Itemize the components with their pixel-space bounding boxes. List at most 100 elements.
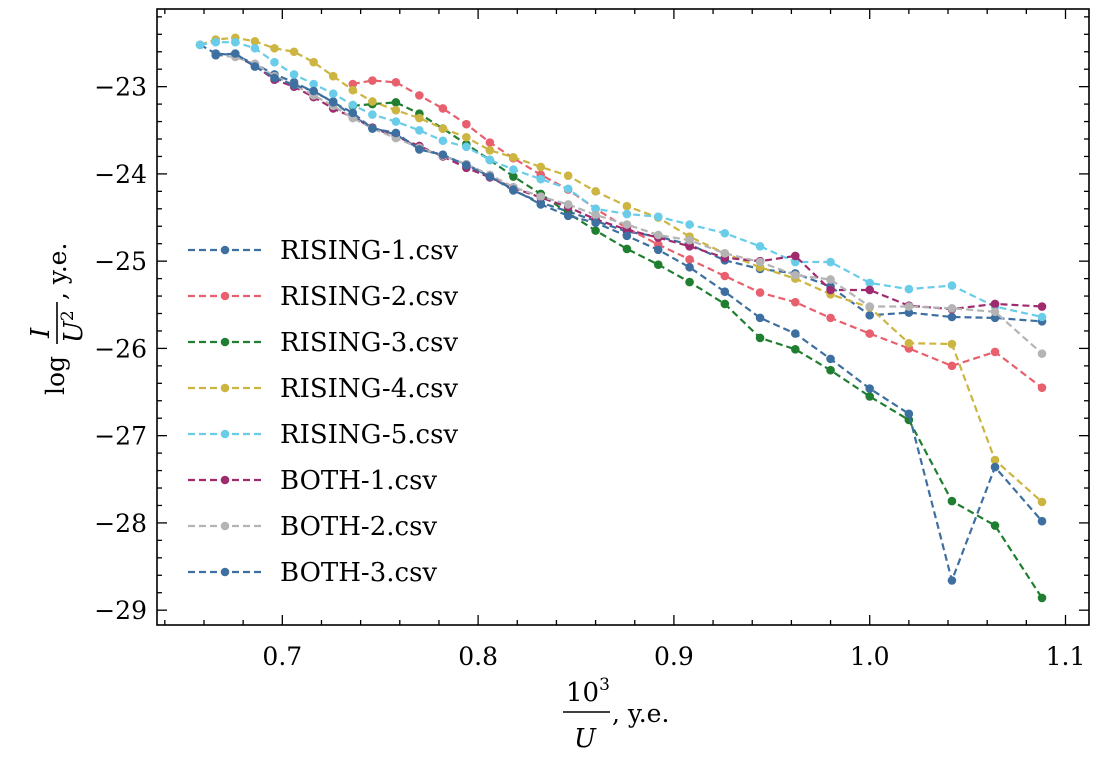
data-point [826, 257, 835, 267]
series-rising-5 [195, 37, 1047, 322]
data-point [791, 297, 800, 307]
data-point [348, 79, 358, 89]
data-point [563, 211, 573, 221]
legend-marker [220, 429, 230, 439]
data-point [755, 257, 765, 267]
data-point [309, 86, 318, 96]
legend-item: BOTH-1.csv [188, 466, 437, 496]
data-point [947, 303, 957, 313]
data-point [755, 313, 765, 323]
legend-label: RISING-4.csv [280, 374, 458, 404]
legend-item: RISING-5.csv [188, 420, 458, 450]
data-point [755, 242, 765, 251]
data-point [1037, 312, 1047, 322]
data-point [270, 57, 279, 67]
data-point [990, 307, 1000, 317]
y-label-denominator: U2 [58, 310, 89, 343]
legend-marker [220, 521, 230, 531]
series-layer [195, 33, 1047, 603]
x-label-numerator: 103 [566, 675, 610, 708]
data-point [791, 270, 800, 280]
series-line [352, 79, 1043, 389]
y-tick-label: −23 [94, 73, 147, 102]
data-point [485, 155, 495, 165]
data-point [415, 113, 424, 123]
data-point [391, 117, 401, 126]
y-tick-label: −25 [94, 247, 147, 276]
legend-label: RISING-2.csv [280, 282, 458, 312]
data-point [509, 153, 518, 162]
y-tick-label: −28 [94, 509, 147, 538]
data-point [368, 97, 377, 106]
data-point [328, 89, 338, 98]
x-label-numerator-exp: 3 [599, 675, 610, 695]
data-point [348, 85, 358, 95]
data-point [563, 200, 573, 209]
data-point [462, 132, 471, 142]
data-point [622, 231, 632, 241]
data-point [826, 354, 835, 364]
series-line [234, 55, 1043, 311]
data-point [685, 220, 694, 229]
data-point [720, 299, 730, 309]
data-point [536, 174, 546, 184]
data-point [865, 278, 875, 288]
data-point [826, 275, 835, 284]
data-point [720, 228, 730, 238]
y-tick-label: −24 [94, 160, 147, 189]
legend-item: RISING-2.csv [188, 282, 458, 312]
data-point [755, 288, 765, 297]
x-tick-label: 0.8 [458, 642, 498, 671]
data-point [391, 77, 401, 87]
legend-marker [220, 337, 230, 347]
data-point [462, 142, 471, 152]
data-point [195, 40, 205, 50]
data-point [990, 462, 1000, 472]
data-point [250, 62, 260, 71]
x-label-suffix: , y.e. [612, 699, 669, 728]
data-point [865, 302, 875, 311]
data-point [211, 37, 221, 47]
data-point [865, 329, 875, 338]
data-point [391, 105, 401, 115]
data-point [653, 230, 663, 240]
data-point [438, 104, 448, 113]
data-point [685, 235, 694, 245]
data-point [211, 50, 221, 60]
data-point [791, 344, 800, 354]
data-point [563, 171, 573, 180]
legend-item: RISING-3.csv [188, 328, 458, 358]
data-point [1037, 302, 1047, 311]
data-point [289, 47, 299, 57]
data-point [289, 80, 299, 90]
data-point [947, 496, 957, 506]
data-point [947, 339, 957, 349]
data-point [1037, 497, 1047, 507]
legend-marker [220, 291, 230, 301]
x-tick-label: 0.7 [262, 642, 302, 671]
data-point [685, 262, 694, 272]
y-label-suffix: , y.e. [43, 243, 72, 300]
data-point [1037, 516, 1047, 526]
legend-item: RISING-4.csv [188, 374, 458, 404]
data-point [536, 200, 546, 209]
legend-marker [220, 383, 230, 393]
data-point [591, 218, 600, 228]
data-point [990, 521, 1000, 530]
data-point [826, 285, 835, 295]
data-point [250, 36, 260, 46]
data-point [947, 361, 957, 371]
data-point [391, 98, 401, 107]
data-point [368, 110, 377, 119]
data-point [653, 245, 663, 255]
data-point [1037, 349, 1047, 358]
data-point [685, 277, 694, 287]
data-point [904, 308, 914, 317]
data-point [391, 128, 401, 138]
data-point [485, 138, 495, 147]
x-axis-label: 103 U , y.e. [563, 675, 669, 754]
x-label-numerator-base: 10 [566, 678, 599, 708]
data-point [904, 338, 914, 348]
tick-layer: 0.7 0.8 0.9 1.0 1.1 −23 −24 −25 −26 −27 −28 −29 [94, 9, 1089, 671]
